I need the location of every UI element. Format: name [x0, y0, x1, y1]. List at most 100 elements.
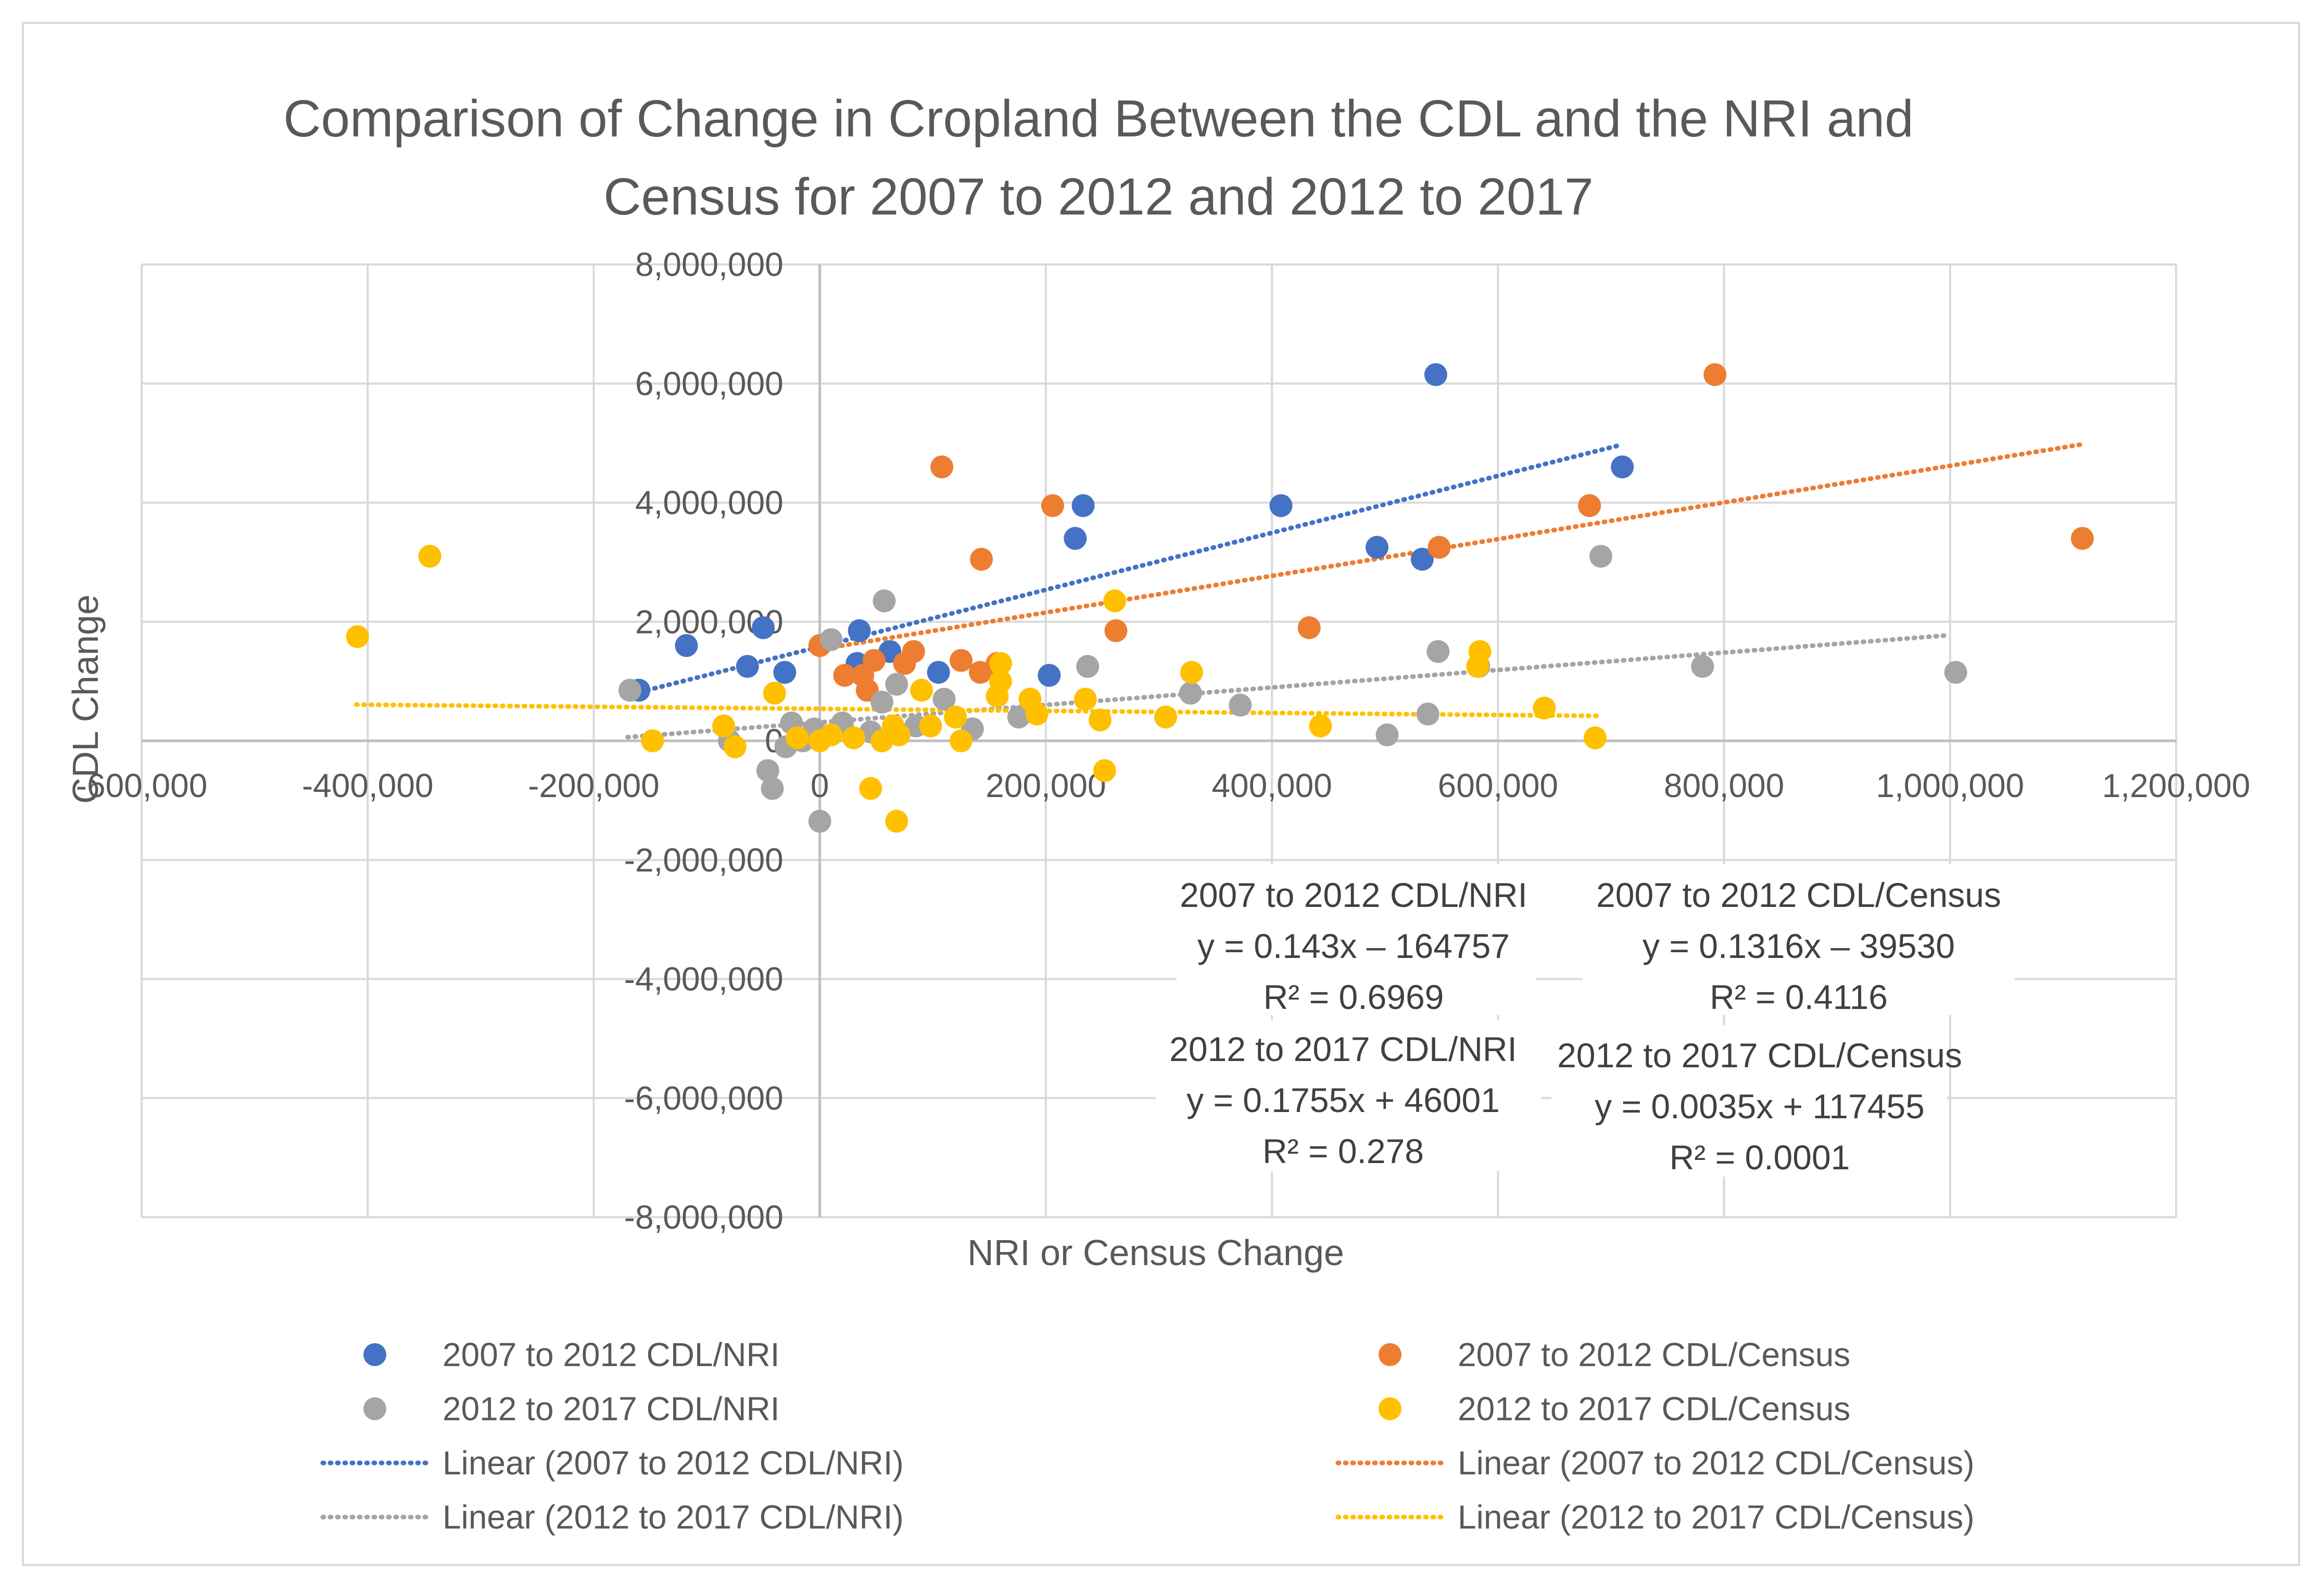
point-2007-to-2012-cdl-census: [1703, 363, 1727, 386]
eq-box-4-equation: y = 0.0035x + 117455: [1595, 1087, 1925, 1126]
x-tick-label: 800,000: [1664, 767, 1784, 804]
point-2012-to-2017-cdl-census: [1154, 705, 1178, 729]
eq-box-bg-4: [1551, 1026, 1947, 1177]
point-2012-to-2017-cdl-census: [1093, 759, 1116, 782]
point-2012-to-2017-cdl-census: [723, 735, 747, 759]
point-2007-to-2012-cdl-nri: [1071, 494, 1095, 517]
y-tick-label: -8,000,000: [624, 1198, 784, 1236]
legend-trend-label: Linear (2007 to 2012 CDL/Census): [1458, 1444, 1975, 1482]
point-2007-to-2012-cdl-census: [950, 649, 973, 672]
point-2012-to-2017-cdl-census: [1103, 589, 1127, 613]
eq-box-3-equation: y = 0.1755x + 46001: [1186, 1081, 1500, 1119]
eq-box-3-label: 2012 to 2017 CDL/NRI: [1169, 1030, 1517, 1068]
point-2007-to-2012-cdl-nri: [1064, 527, 1087, 550]
legend: 2007 to 2012 CDL/NRI 2007 to 2012 CDL/Cen…: [320, 1336, 1975, 1536]
point-2012-to-2017-cdl-nri: [885, 673, 908, 696]
x-tick-label: 1,200,000: [2102, 767, 2251, 804]
point-2012-to-2017-cdl-nri: [932, 687, 956, 711]
point-2012-to-2017-cdl-nri: [819, 628, 843, 651]
legend-label: 2007 to 2012 CDL/NRI: [443, 1336, 780, 1373]
x-tick-label: 200,000: [986, 767, 1106, 804]
eq-box-2-label: 2007 to 2012 CDL/Census: [1596, 876, 2001, 914]
point-2007-to-2012-cdl-census: [930, 455, 954, 478]
y-tick-label: -4,000,000: [624, 961, 784, 998]
point-2012-to-2017-cdl-census: [418, 545, 441, 568]
x-tick-label: -600,000: [76, 767, 208, 804]
point-2007-to-2012-cdl-census: [970, 548, 993, 571]
point-2012-to-2017-cdl-nri: [1426, 640, 1450, 663]
point-2007-to-2012-cdl-census: [1297, 616, 1321, 639]
point-2007-to-2012-cdl-nri: [1611, 455, 1634, 478]
point-2007-to-2012-cdl-census: [1428, 536, 1451, 559]
y-tick-label: 8,000,000: [635, 246, 784, 283]
point-2012-to-2017-cdl-census: [1025, 702, 1049, 726]
trendline-2012-to-2017-cdl-census: [354, 702, 1602, 718]
point-2012-to-2017-cdl-census: [712, 714, 736, 738]
point-2007-to-2012-cdl-nri: [927, 661, 950, 684]
point-2007-to-2012-cdl-nri: [736, 655, 759, 678]
eq-box-1-label: 2007 to 2012 CDL/NRI: [1180, 876, 1527, 914]
point-2012-to-2017-cdl-census: [641, 729, 664, 752]
eq-box-1-equation: y = 0.143x – 164757: [1197, 927, 1510, 965]
legend-label: 2012 to 2017 CDL/NRI: [443, 1390, 780, 1428]
point-2012-to-2017-cdl-nri: [761, 777, 784, 800]
point-2012-to-2017-cdl-census: [910, 678, 933, 702]
point-2012-to-2017-cdl-census: [808, 729, 831, 752]
chart-title-line-1: Comparison of Change in Cropland Between…: [283, 90, 1914, 148]
point-2012-to-2017-cdl-nri: [1179, 681, 1202, 705]
point-2007-to-2012-cdl-census: [833, 664, 856, 687]
point-2012-to-2017-cdl-census: [944, 705, 967, 729]
y-tick-label: 6,000,000: [635, 365, 784, 402]
point-2012-to-2017-cdl-census: [859, 777, 882, 800]
point-2012-to-2017-cdl-nri: [1589, 545, 1612, 568]
y-tick-label: -2,000,000: [624, 841, 784, 879]
eq-box-3-r2: R² = 0.278: [1262, 1132, 1424, 1170]
point-2007-to-2012-cdl-nri: [1366, 536, 1389, 559]
point-2012-to-2017-cdl-census: [1584, 726, 1607, 750]
point-2012-to-2017-cdl-census: [919, 714, 942, 738]
point-2007-to-2012-cdl-nri: [848, 619, 871, 642]
point-2012-to-2017-cdl-nri: [756, 759, 779, 782]
trendline-2007-to-2012-cdl-nri: [630, 444, 1619, 696]
point-2012-to-2017-cdl-census: [842, 726, 865, 750]
legend-label: 2007 to 2012 CDL/Census: [1458, 1336, 1850, 1373]
eq-box-bg-3: [1156, 1020, 1541, 1171]
x-tick-label: 600,000: [1438, 767, 1558, 804]
point-2012-to-2017-cdl-census: [1309, 714, 1332, 738]
point-2007-to-2012-cdl-census: [1578, 494, 1601, 517]
point-2012-to-2017-cdl-census: [763, 681, 786, 705]
legend-trend-label: Linear (2007 to 2012 CDL/NRI): [443, 1444, 904, 1482]
point-2012-to-2017-cdl-census: [1180, 661, 1203, 684]
point-2012-to-2017-cdl-nri: [1229, 693, 1252, 717]
trendlines: [354, 442, 2082, 740]
point-2012-to-2017-cdl-nri: [873, 589, 896, 613]
eq-box-bg-1: [1177, 864, 1536, 1015]
point-2012-to-2017-cdl-nri: [1944, 661, 1967, 684]
point-2012-to-2017-cdl-nri: [1007, 705, 1030, 729]
point-2012-to-2017-cdl-nri: [618, 678, 641, 702]
point-2012-to-2017-cdl-census: [1533, 697, 1556, 720]
point-2012-to-2017-cdl-census: [1089, 708, 1112, 731]
legend-label: 2012 to 2017 CDL/Census: [1458, 1390, 1850, 1428]
chart-frame: [22, 22, 2300, 1566]
point-2007-to-2012-cdl-census: [1041, 494, 1064, 517]
legend-trend-label: Linear (2012 to 2017 CDL/NRI): [443, 1498, 904, 1536]
eq-box-2-r2: R² = 0.4116: [1710, 978, 1888, 1016]
equation-boxes: 2007 to 2012 CDL/NRI y = 0.143x – 164757…: [1156, 864, 2015, 1177]
point-2012-to-2017-cdl-nri: [1375, 723, 1399, 747]
y-tick-label: -6,000,000: [624, 1079, 784, 1117]
point-2012-to-2017-cdl-nri: [1076, 655, 1100, 678]
point-2007-to-2012-cdl-census: [1104, 619, 1128, 642]
x-tick-label: -400,000: [302, 767, 434, 804]
y-axis-title: CDL Change: [65, 595, 106, 804]
chart-title-line-2: Census for 2007 to 2012 and 2012 to 2017: [603, 168, 1594, 226]
point-2007-to-2012-cdl-nri: [675, 634, 698, 657]
legend-marker-2007-to-2012-cdl-census: [1379, 1343, 1401, 1366]
point-2007-to-2012-cdl-nri: [1410, 548, 1434, 571]
trendline-2007-to-2012-cdl-census: [817, 442, 2082, 652]
eq-box-bg-2: [1583, 864, 2015, 1015]
legend-marker-2012-to-2017-cdl-census: [1379, 1397, 1401, 1420]
x-axis-title: NRI or Census Change: [967, 1232, 1344, 1273]
point-2012-to-2017-cdl-census: [885, 810, 908, 833]
eq-box-4-label: 2012 to 2017 CDL/Census: [1557, 1036, 1962, 1075]
